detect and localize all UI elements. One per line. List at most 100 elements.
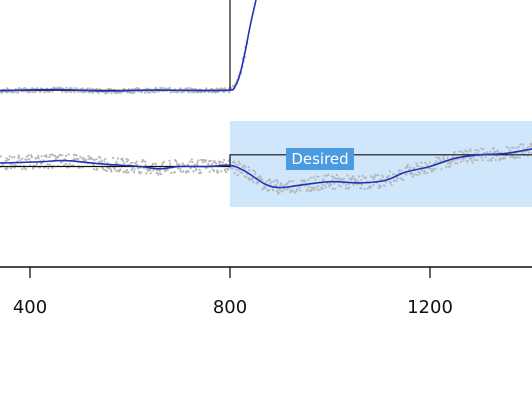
bottom-data-point bbox=[68, 162, 71, 165]
bottom-data-point bbox=[435, 160, 438, 163]
top-data-point bbox=[43, 91, 46, 94]
bottom-data-point bbox=[348, 186, 351, 189]
top-data-point bbox=[135, 87, 138, 90]
bottom-data-point bbox=[209, 159, 213, 162]
bottom-data-point bbox=[398, 171, 401, 174]
bottom-data-point bbox=[131, 161, 134, 164]
bottom-data-point bbox=[482, 148, 485, 151]
bottom-data-point bbox=[105, 169, 109, 173]
bottom-data-point bbox=[110, 170, 113, 173]
bottom-data-point bbox=[96, 167, 99, 170]
bottom-data-point bbox=[266, 179, 270, 182]
bottom-data-point bbox=[515, 146, 518, 149]
bottom-data-point bbox=[490, 159, 493, 163]
bottom-data-point bbox=[389, 181, 392, 184]
top-data-point bbox=[34, 90, 37, 93]
bottom-data-point bbox=[239, 171, 242, 174]
bottom-data-point bbox=[300, 179, 303, 182]
bottom-data-point bbox=[368, 185, 371, 188]
bottom-data-point bbox=[440, 168, 443, 171]
bottom-data-point bbox=[168, 159, 171, 162]
bottom-data-point bbox=[203, 158, 206, 162]
bottom-data-point bbox=[456, 158, 459, 161]
bottom-data-point bbox=[231, 167, 235, 170]
top-data-point bbox=[200, 91, 203, 94]
top-target-line bbox=[0, 0, 231, 91]
bottom-data-point bbox=[288, 180, 292, 183]
bottom-data-point bbox=[509, 156, 512, 159]
bottom-data-point bbox=[158, 169, 161, 172]
bottom-data-point bbox=[134, 162, 137, 165]
bottom-data-point bbox=[402, 178, 405, 182]
bottom-data-point bbox=[127, 171, 130, 174]
bottom-data-point bbox=[116, 170, 119, 173]
bottom-data-point bbox=[47, 167, 50, 170]
bottom-data-point bbox=[166, 169, 169, 172]
bottom-data-point bbox=[50, 153, 54, 156]
top-data-point bbox=[228, 90, 231, 93]
bottom-data-point bbox=[264, 181, 268, 184]
top-data-point bbox=[29, 90, 32, 94]
bottom-data-point bbox=[74, 158, 77, 161]
bottom-data-point bbox=[307, 178, 310, 182]
bottom-data-point bbox=[37, 157, 40, 160]
bottom-data-point bbox=[225, 171, 228, 174]
bottom-data-point bbox=[189, 167, 192, 170]
top-data-point bbox=[32, 91, 35, 94]
bottom-data-point bbox=[481, 159, 484, 162]
bottom-data-point bbox=[517, 145, 521, 148]
bottom-data-point bbox=[317, 185, 320, 188]
bottom-data-point bbox=[27, 154, 30, 157]
bottom-data-point bbox=[236, 174, 239, 177]
bottom-data-point bbox=[275, 183, 278, 187]
bottom-data-point bbox=[378, 186, 381, 189]
bottom-data-point bbox=[237, 160, 240, 163]
bottom-data-point bbox=[251, 169, 254, 172]
bottom-data-point bbox=[339, 185, 342, 188]
bottom-data-point bbox=[135, 163, 138, 166]
bottom-data-point bbox=[43, 154, 46, 157]
bottom-data-point bbox=[321, 183, 324, 186]
bottom-data-point bbox=[414, 173, 417, 176]
bottom-data-point bbox=[268, 178, 271, 181]
bottom-data-point bbox=[125, 160, 128, 163]
bottom-data-point bbox=[413, 166, 416, 170]
bottom-data-point bbox=[299, 189, 302, 192]
bottom-data-point bbox=[45, 155, 48, 159]
bottom-data-point bbox=[330, 183, 333, 186]
bottom-data-point bbox=[409, 166, 412, 169]
bottom-data-point bbox=[145, 172, 148, 175]
bottom-data-point bbox=[447, 161, 450, 164]
bottom-data-point bbox=[280, 182, 283, 185]
bottom-data-point bbox=[238, 169, 241, 172]
bottom-data-point bbox=[424, 170, 427, 173]
bottom-data-point bbox=[9, 167, 12, 170]
bottom-data-point bbox=[276, 181, 279, 184]
bottom-data-point bbox=[57, 155, 60, 158]
bottom-data-point bbox=[45, 154, 48, 157]
bottom-data-point bbox=[64, 154, 68, 157]
bottom-data-point bbox=[160, 173, 163, 176]
bottom-data-point bbox=[472, 156, 475, 159]
bottom-data-point bbox=[17, 157, 20, 160]
bottom-data-point bbox=[179, 170, 182, 173]
bottom-data-point bbox=[406, 166, 409, 169]
top-data-point bbox=[6, 87, 9, 90]
bottom-data-point bbox=[60, 161, 63, 164]
bottom-data-point bbox=[17, 154, 20, 157]
bottom-data-point bbox=[280, 190, 283, 193]
bottom-data-point bbox=[453, 159, 456, 162]
bottom-data-point bbox=[48, 155, 51, 159]
bottom-data-point bbox=[49, 153, 52, 156]
bottom-data-point bbox=[344, 187, 347, 190]
bottom-data-point bbox=[303, 179, 306, 182]
top-data-point bbox=[145, 87, 148, 90]
bottom-data-point bbox=[116, 157, 119, 160]
bottom-data-point bbox=[347, 183, 350, 186]
top-data-point bbox=[76, 87, 79, 90]
top-data-point bbox=[86, 88, 89, 91]
bottom-data-point bbox=[495, 154, 498, 158]
top-data-point bbox=[92, 91, 95, 94]
bottom-data-point bbox=[191, 161, 194, 164]
bottom-data-point bbox=[11, 156, 14, 159]
